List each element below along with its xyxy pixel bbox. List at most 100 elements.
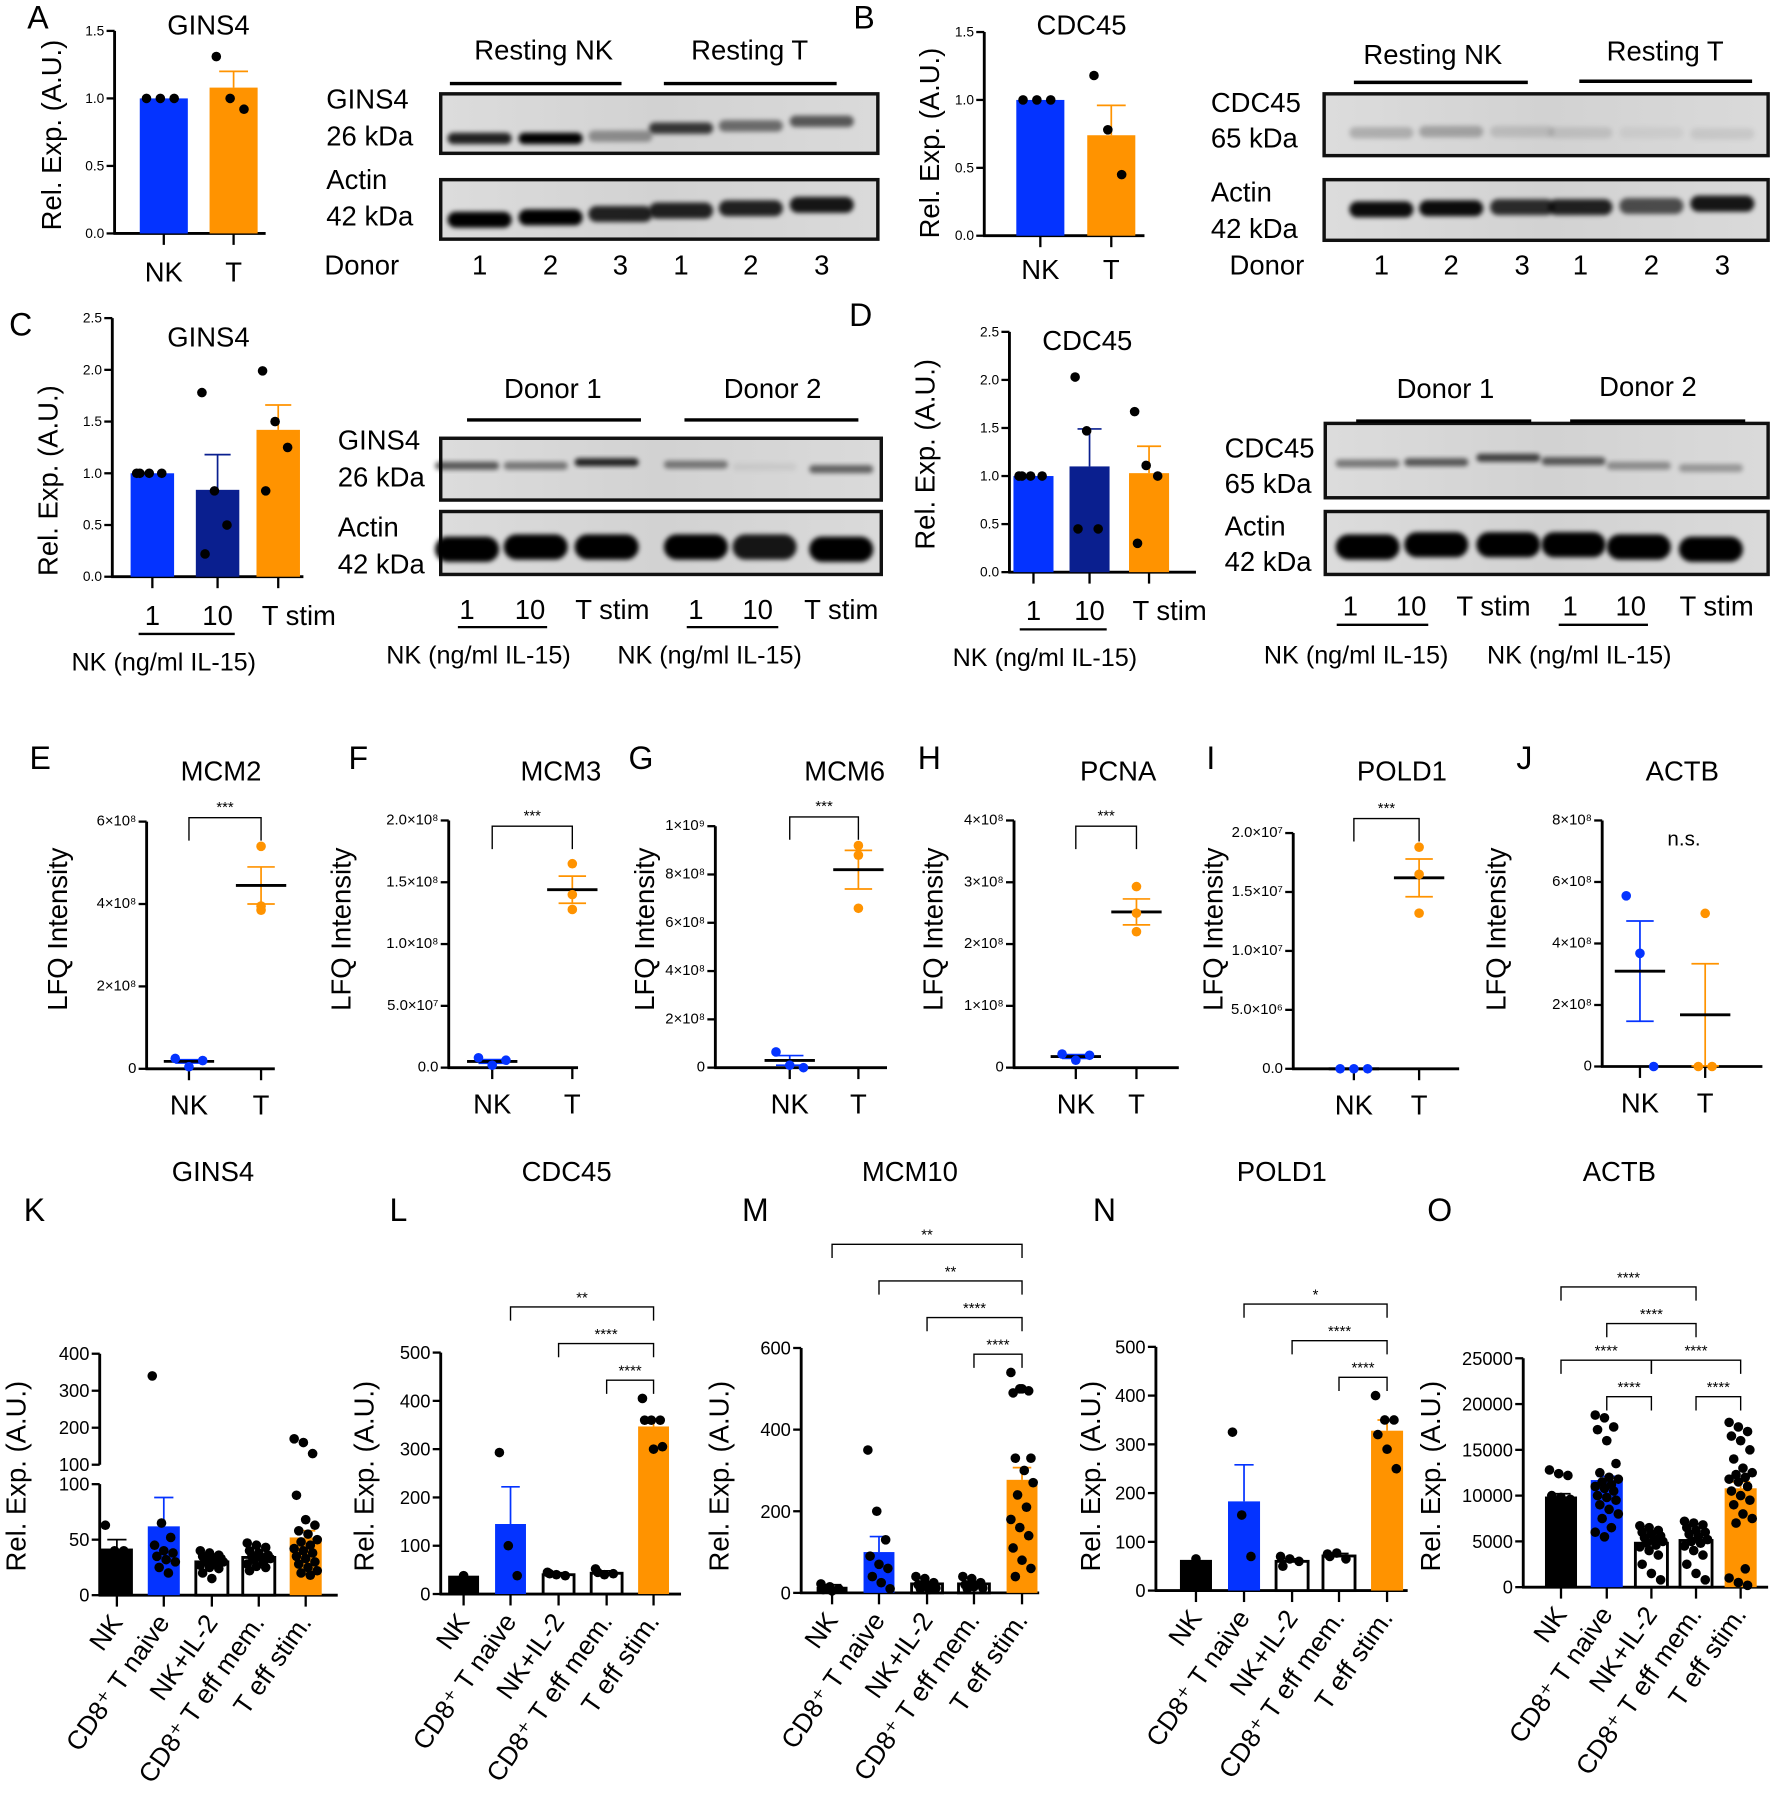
y-tick-label: 0.0	[418, 1060, 439, 1076]
data-point	[567, 904, 578, 915]
data-point	[1037, 471, 1047, 481]
y-tick-label: 0	[1135, 1580, 1145, 1601]
lane-label: 10	[742, 594, 773, 625]
data-point	[1414, 869, 1424, 880]
data-point	[1747, 1513, 1757, 1524]
significance-label: ****	[1328, 1324, 1351, 1340]
data-point	[147, 1371, 158, 1381]
lane-label: 1	[673, 250, 688, 281]
data-point	[1745, 1495, 1755, 1505]
data-point	[251, 1561, 262, 1572]
data-point	[865, 1551, 875, 1561]
lane-label: 2	[743, 250, 758, 281]
loading-control-label: Actin	[1225, 511, 1286, 542]
data-point	[305, 1540, 316, 1551]
lane-group-label: Donor 2	[724, 373, 822, 404]
data-point	[154, 1562, 164, 1573]
lane-label: 1	[459, 594, 474, 625]
data-point	[920, 1573, 930, 1584]
significance-bracket	[605, 1379, 655, 1394]
x-tick-label: T	[564, 1088, 581, 1119]
protein-label: GINS4	[326, 84, 408, 115]
data-point	[1599, 1532, 1610, 1542]
x-tick-label: 10	[202, 600, 233, 631]
panel-letter: H	[918, 740, 941, 776]
data-point	[244, 1565, 255, 1576]
data-point	[1733, 1422, 1744, 1432]
data-point	[1294, 1556, 1304, 1567]
y-tick-label: 100	[1115, 1531, 1146, 1552]
data-point	[197, 1055, 208, 1066]
significance-label: ****	[1617, 1270, 1640, 1286]
data-point	[242, 1538, 253, 1548]
data-point	[880, 1535, 891, 1545]
data-point	[1010, 1453, 1021, 1464]
data-point	[149, 1540, 160, 1551]
y-tick-label: 400	[760, 1419, 791, 1440]
data-point	[560, 1570, 571, 1581]
protein-band	[1404, 458, 1469, 467]
protein-band	[663, 460, 728, 469]
panel-j: J ACTB LFQ Intensity 0 2×10⁸ 4×10⁸ 6×10⁸ 8×10⁸ N…	[1480, 740, 1763, 1118]
data-point	[1246, 1551, 1256, 1562]
western-blot-a: GINS4 26 kDa Actin 42 kDa Resting NK Resting …	[324, 35, 880, 281]
significance-bracket	[1353, 817, 1420, 842]
y-tick-label: 100	[400, 1535, 431, 1556]
chart-title: MCM3	[520, 755, 601, 786]
data-point	[1131, 881, 1142, 892]
significance-bracket	[926, 1316, 1023, 1332]
data-point	[1373, 1429, 1383, 1440]
lane-label: 1	[1563, 591, 1578, 622]
data-point	[1742, 1426, 1753, 1437]
loading-control-label: Actin	[338, 512, 399, 543]
protein-blot	[1322, 92, 1770, 158]
panel-o: O ACTB Rel. Exp. (A.U.) 0 5000 10000 15000 2000…	[1415, 1156, 1769, 1780]
y-tick-label: 1.0	[83, 466, 102, 481]
y-tick-label: 8×10⁸	[665, 866, 705, 882]
x-tick-label: NK	[1621, 1087, 1659, 1118]
data-point	[1590, 1527, 1601, 1538]
data-point	[1556, 1492, 1566, 1503]
data-point	[501, 1055, 511, 1066]
significance-label: ***	[815, 799, 833, 815]
lane-label: T stim	[1456, 591, 1530, 622]
actin-band	[663, 534, 728, 560]
panel-i: I POLD1 LFQ Intensity 0.0 5.0×10⁶ 1.0×10⁷ 1.5×…	[1198, 740, 1460, 1121]
data-point	[1655, 1575, 1666, 1585]
protein-band	[1606, 461, 1671, 470]
x-tick-label: T	[253, 1090, 270, 1121]
data-point	[1700, 1527, 1711, 1538]
protein-band	[732, 462, 797, 471]
bar	[256, 429, 300, 577]
lane-group-label: Resting NK	[474, 35, 613, 66]
y-tick-label: 1.5	[83, 414, 102, 429]
data-point	[962, 1583, 973, 1594]
lane-subgroup-label: NK (ng/ml IL-15)	[386, 642, 571, 670]
protein-band	[588, 130, 653, 142]
data-point	[648, 1444, 659, 1454]
data-point	[853, 903, 864, 914]
protein-band	[789, 115, 854, 128]
data-point	[798, 1062, 809, 1073]
data-point	[1236, 1510, 1247, 1520]
data-point	[1691, 1568, 1701, 1579]
bar	[100, 1548, 133, 1596]
x-tick-label: T	[1411, 1090, 1428, 1121]
bar	[1016, 99, 1065, 236]
data-point	[639, 1415, 650, 1425]
panel-n: N POLD1 Rel. Exp. (A.U.) 0 100 200 300 400 500 NK…	[1075, 1156, 1408, 1784]
data-point	[195, 1560, 206, 1571]
y-tick-label: 1.5	[955, 25, 974, 40]
significance-bracket	[557, 1342, 655, 1358]
x-tick-label: NK	[1162, 1604, 1208, 1652]
x-tick-label: T	[225, 257, 242, 288]
y-tick-label: 2.0×10⁸	[386, 812, 438, 828]
protein-kda-label: 26 kDa	[326, 120, 414, 151]
protein-label: CDC45	[1211, 87, 1301, 118]
data-point	[312, 1534, 323, 1545]
panel-letter: A	[27, 0, 49, 36]
data-point	[1731, 1469, 1741, 1480]
panel-letter: G	[629, 740, 654, 776]
y-tick-label: 0.0	[85, 226, 104, 241]
bar	[1013, 476, 1054, 573]
